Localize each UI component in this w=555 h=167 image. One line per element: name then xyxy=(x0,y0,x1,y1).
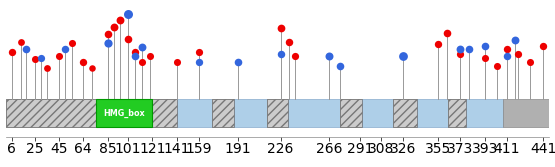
Bar xyxy=(448,99,466,127)
Point xyxy=(456,48,465,51)
Point xyxy=(276,53,285,56)
Point xyxy=(172,60,181,63)
Bar xyxy=(362,99,393,127)
Point xyxy=(17,40,26,43)
Point xyxy=(513,53,522,56)
Point xyxy=(37,57,46,59)
Bar xyxy=(393,99,417,127)
Bar xyxy=(176,99,212,127)
Point xyxy=(480,44,489,47)
Bar xyxy=(503,99,549,127)
Point xyxy=(130,54,139,57)
Point xyxy=(233,60,242,63)
Point xyxy=(145,54,154,57)
Bar xyxy=(152,99,176,127)
Point xyxy=(43,67,52,69)
Point xyxy=(336,64,345,67)
Point xyxy=(480,57,489,59)
Point xyxy=(104,42,113,44)
Point xyxy=(442,32,451,34)
Bar xyxy=(152,99,176,127)
Point xyxy=(61,48,70,51)
Point xyxy=(138,60,147,63)
Bar xyxy=(267,99,288,127)
Point xyxy=(502,48,511,51)
Point xyxy=(31,58,39,61)
Bar xyxy=(340,99,362,127)
Point xyxy=(194,50,203,53)
Point xyxy=(291,54,300,57)
Bar xyxy=(96,99,152,127)
Bar xyxy=(6,99,96,127)
Point xyxy=(492,64,501,67)
Point xyxy=(465,48,473,51)
Point xyxy=(434,43,443,46)
Bar xyxy=(267,99,288,127)
Point xyxy=(55,54,64,57)
Bar xyxy=(212,99,234,127)
Text: HMG_box: HMG_box xyxy=(103,109,145,118)
Bar xyxy=(466,99,503,127)
Point xyxy=(285,40,294,43)
Bar xyxy=(340,99,362,127)
Point xyxy=(276,27,285,29)
Point xyxy=(123,38,132,41)
Bar xyxy=(288,99,340,127)
Bar xyxy=(234,99,267,127)
Point xyxy=(526,60,534,63)
Bar xyxy=(393,99,417,127)
Point xyxy=(325,54,334,57)
Point xyxy=(138,45,147,48)
Point xyxy=(398,54,407,57)
Bar xyxy=(417,99,448,127)
Point xyxy=(67,42,76,44)
Point xyxy=(116,19,125,22)
Point xyxy=(130,50,139,53)
Bar xyxy=(6,99,96,127)
Point xyxy=(456,53,465,56)
Point xyxy=(110,25,119,28)
Point xyxy=(123,13,132,16)
Point xyxy=(78,60,87,63)
Point xyxy=(502,54,511,57)
Bar xyxy=(212,99,234,127)
Point xyxy=(104,33,113,36)
Point xyxy=(511,39,519,42)
Point xyxy=(7,50,16,53)
Point xyxy=(88,67,97,69)
Point xyxy=(22,48,31,51)
Point xyxy=(539,44,548,47)
Point xyxy=(194,60,203,63)
Bar xyxy=(448,99,466,127)
